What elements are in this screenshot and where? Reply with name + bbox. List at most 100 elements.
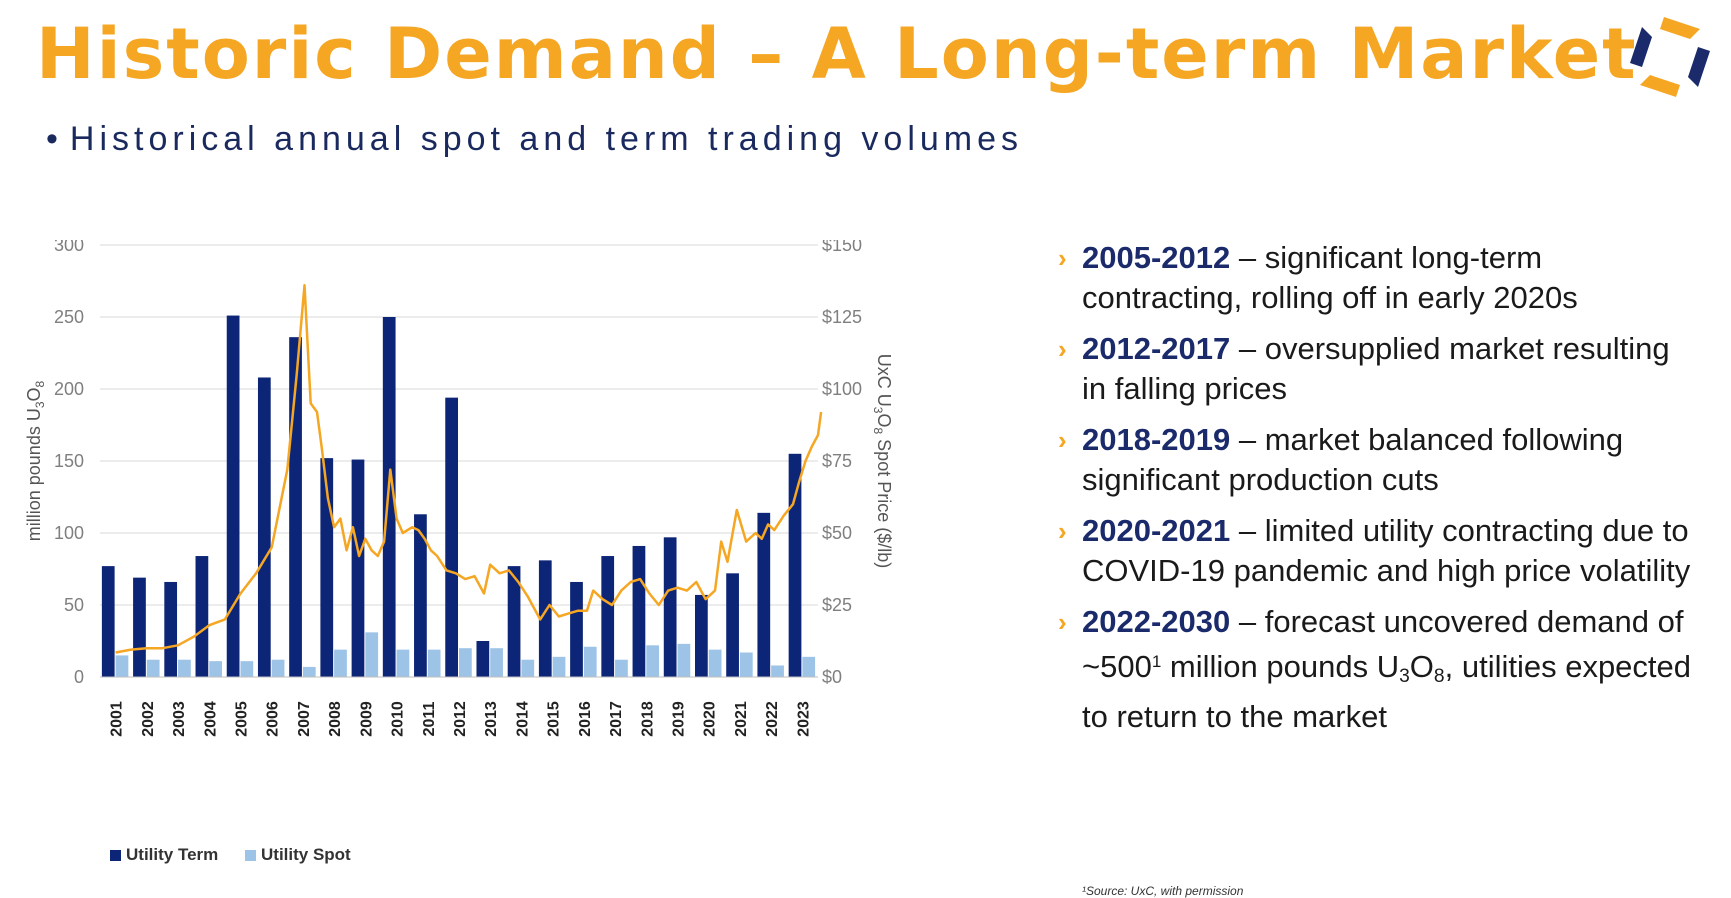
bar-utility-spot xyxy=(240,661,254,677)
x-tick-label: 2002 xyxy=(140,701,157,737)
page-title: Historic Demand – A Long-term Market xyxy=(36,13,1638,95)
bar-utility-spot xyxy=(178,659,191,677)
x-tick-label: 2021 xyxy=(733,701,750,737)
chart-axes: 0 50 100 150 200 250 300 $0 $25 $50 $75 $100 $125 $15… xyxy=(24,240,894,737)
y2-tick-label: $25 xyxy=(822,595,852,615)
y-tick-label: 200 xyxy=(54,379,84,399)
chevron-right-icon: › xyxy=(1058,243,1067,273)
bar-utility-spot xyxy=(209,661,222,677)
bar-utility-spot xyxy=(302,666,316,677)
legend-swatch-spot xyxy=(245,849,256,861)
x-tick-label: 2014 xyxy=(514,701,531,737)
note-item: › 2005-2012 – significant long-term contr… xyxy=(1058,238,1698,318)
y-tick-label: 250 xyxy=(54,307,84,327)
bar-utility-spot xyxy=(490,648,503,677)
bar-utility-spot xyxy=(646,645,660,677)
bar-utility-term xyxy=(351,459,365,677)
x-tick-label: 2017 xyxy=(608,701,625,737)
x-tick-label: 2016 xyxy=(577,701,594,737)
x-tick-label: 2004 xyxy=(202,701,219,737)
bar-utility-spot xyxy=(334,649,347,677)
bar-utility-spot xyxy=(677,643,691,677)
bar-utility-term xyxy=(164,581,178,677)
x-tick-label: 2007 xyxy=(296,701,313,737)
footnote-marker: 1 xyxy=(1151,652,1162,671)
x-tick-label: 2010 xyxy=(390,701,407,737)
page-subtitle: • Historical annual spot and term trading… xyxy=(46,120,1023,159)
subscript: 8 xyxy=(1433,666,1445,688)
chart-gridlines xyxy=(100,244,818,606)
y2-tick-label: $125 xyxy=(822,307,862,327)
chart-bars xyxy=(101,315,816,677)
bar-utility-term xyxy=(226,315,240,677)
x-tick-label: 2003 xyxy=(171,701,188,737)
bar-utility-term xyxy=(632,545,646,677)
chevron-right-icon: › xyxy=(1058,607,1067,637)
y2-tick-label: $0 xyxy=(822,667,842,687)
chevron-right-icon: › xyxy=(1058,425,1067,455)
y-tick-label: 300 xyxy=(54,240,84,255)
bar-utility-spot xyxy=(802,656,816,677)
x-tick-label: 2023 xyxy=(795,701,812,737)
chart-legend: Utility Term Utility Spot xyxy=(110,845,373,866)
y2-tick-label: $50 xyxy=(822,523,852,543)
note-item: › 2018-2019 – market balanced following s… xyxy=(1058,420,1698,500)
x-tick-label: 2008 xyxy=(327,701,344,737)
bar-utility-spot xyxy=(583,646,597,677)
bar-utility-term xyxy=(382,317,396,677)
x-tick-label: 2020 xyxy=(702,701,719,737)
bar-utility-term xyxy=(788,453,802,677)
note-item: › 2012-2017 – oversupplied market resulti… xyxy=(1058,329,1698,409)
y2-axis-label: UxC U3O8 Spot Price ($/lb) xyxy=(871,354,894,568)
note-text: – forecast uncovered demand of ~500 xyxy=(1082,604,1684,685)
note-text: – oversupplied market resulting in falli… xyxy=(1082,331,1670,406)
y2-tick-label: $100 xyxy=(822,379,862,399)
legend-label-spot: Utility Spot xyxy=(261,845,351,864)
note-years: 2018-2019 xyxy=(1082,422,1231,457)
x-tick-label: 2022 xyxy=(764,701,781,737)
legend-item-spot: Utility Spot xyxy=(245,845,351,865)
note-item: › 2020-2021 – limited utility contracting… xyxy=(1058,511,1698,591)
y-axis-label: million pounds U3O8 xyxy=(24,380,47,541)
company-logo-icon xyxy=(1630,17,1710,97)
bar-utility-term xyxy=(601,556,615,677)
y-tick-label: 0 xyxy=(74,667,84,687)
legend-label-term: Utility Term xyxy=(126,845,219,864)
x-tick-label: 2012 xyxy=(452,701,469,737)
note-text: – significant long-term contracting, rol… xyxy=(1082,240,1578,315)
bar-utility-term xyxy=(663,537,677,677)
bar-utility-term xyxy=(757,512,771,677)
y2-tick-label: $150 xyxy=(822,240,862,255)
y-tick-label: 150 xyxy=(54,451,84,471)
bar-utility-term xyxy=(538,560,552,677)
bar-utility-spot xyxy=(708,649,722,677)
note-text: million pounds U xyxy=(1161,649,1400,685)
bar-utility-spot xyxy=(771,665,784,677)
bar-utility-term xyxy=(507,566,521,677)
bar-utility-spot xyxy=(615,659,628,677)
bar-utility-term xyxy=(695,594,708,677)
bar-utility-term xyxy=(414,514,427,677)
note-years: 2012-2017 xyxy=(1082,331,1231,366)
x-tick-label: 2015 xyxy=(546,701,563,737)
bar-utility-term xyxy=(133,577,146,677)
chevron-right-icon: › xyxy=(1058,334,1067,364)
bar-utility-spot xyxy=(271,659,285,677)
x-tick-label: 2001 xyxy=(109,701,126,737)
note-text: , utilities expected to return to the ma… xyxy=(1082,649,1692,735)
bar-utility-spot xyxy=(115,655,129,677)
bar-utility-spot xyxy=(739,652,753,677)
note-years: 2022-2030 xyxy=(1082,604,1231,639)
legend-item-term: Utility Term xyxy=(110,845,218,865)
spot-price-line-group xyxy=(115,284,823,654)
note-text: – market balanced following significant … xyxy=(1082,422,1624,497)
bar-utility-term xyxy=(257,377,271,677)
bar-utility-spot xyxy=(459,648,472,677)
subscript: 3 xyxy=(1399,666,1410,688)
x-tick-label: 2019 xyxy=(671,701,688,737)
x-tick-label: 2005 xyxy=(233,701,250,737)
x-tick-label: 2018 xyxy=(639,701,656,737)
note-text: – limited utility contracting due to COV… xyxy=(1082,513,1691,588)
subtitle-text: Historical annual spot and term trading … xyxy=(69,120,1024,158)
chevron-right-icon: › xyxy=(1058,516,1067,546)
